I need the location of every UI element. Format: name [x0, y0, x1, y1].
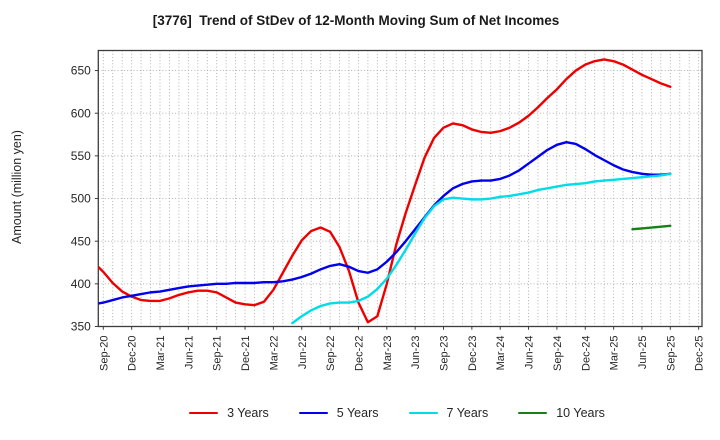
y-tick-label: 350	[71, 320, 91, 334]
grid-horizontal	[98, 70, 702, 327]
legend-label-3-years: 3 Years	[227, 406, 269, 420]
legend-swatch-5-years	[298, 411, 328, 415]
series-line-7-years	[291, 172, 672, 325]
x-tick-label: Dec-25	[694, 336, 706, 371]
x-tick-label: Sep-20	[98, 336, 110, 371]
legend-swatch-3-years	[189, 411, 219, 415]
x-tick-label: Mar-22	[268, 336, 280, 371]
x-tick-label: Sep-25	[665, 336, 677, 371]
legend-swatch-7-years	[408, 411, 438, 415]
y-tick-labels: 350 400 450 500 550 600 650	[71, 64, 91, 334]
x-tick-label: Sep-21	[212, 336, 224, 371]
x-tick-label: Dec-22	[353, 336, 365, 371]
x-tick-label: Dec-24	[580, 336, 592, 371]
legend-label-7-years: 7 Years	[446, 406, 489, 420]
legend-item-3-years: 3 Years	[189, 406, 269, 420]
x-tick-label: Dec-20	[127, 336, 139, 371]
x-tick-label: Jun-25	[637, 336, 649, 370]
x-tick-label: Jun-22	[297, 336, 309, 370]
tick-marks	[94, 70, 700, 330]
legend-swatch-10-years	[518, 411, 548, 415]
x-tick-label: Dec-23	[467, 336, 479, 371]
x-tick-label: Sep-24	[552, 336, 564, 371]
x-tick-labels: Sep-20 Dec-20 Mar-21 Jun-21 Sep-21 Dec-21 Mar-…	[98, 336, 705, 371]
legend-item-10-years: 10 Years	[518, 406, 605, 420]
legend-label-5-years: 5 Years	[336, 406, 379, 420]
x-tick-label: Jun-21	[183, 336, 195, 370]
x-tick-label: Sep-23	[439, 336, 451, 371]
y-tick-label: 400	[71, 277, 91, 291]
series-line-10-years	[631, 224, 672, 231]
y-tick-label: 600	[71, 106, 91, 120]
series-line-3-years	[98, 58, 672, 324]
y-tick-label: 500	[71, 192, 91, 206]
x-tick-label: Jun-24	[524, 336, 536, 370]
legend-item-7-years: 7 Years	[408, 406, 489, 420]
y-tick-label: 450	[71, 234, 91, 248]
x-tick-label: Mar-24	[495, 336, 507, 371]
grid-vertical	[102, 50, 700, 327]
x-tick-label: Sep-22	[325, 336, 337, 371]
x-tick-label: Mar-21	[155, 336, 167, 371]
y-tick-label: 550	[71, 149, 91, 163]
chart-title: [3776] Trend of StDev of 12-Month Moving…	[152, 13, 560, 28]
legend-item-5-years: 5 Years	[298, 406, 379, 420]
series-line-5-years	[98, 141, 672, 305]
x-tick-label: Mar-25	[609, 336, 621, 371]
y-tick-label: 650	[71, 64, 91, 78]
x-tick-label: Dec-21	[240, 336, 252, 371]
chart-legend: 3 Years 5 Years 7 Years 10 Years	[0, 402, 720, 424]
x-tick-label: Mar-23	[382, 336, 394, 371]
plot-frame	[97, 49, 703, 328]
legend-label-10-years: 10 Years	[556, 406, 605, 420]
x-tick-label: Jun-23	[410, 336, 422, 370]
